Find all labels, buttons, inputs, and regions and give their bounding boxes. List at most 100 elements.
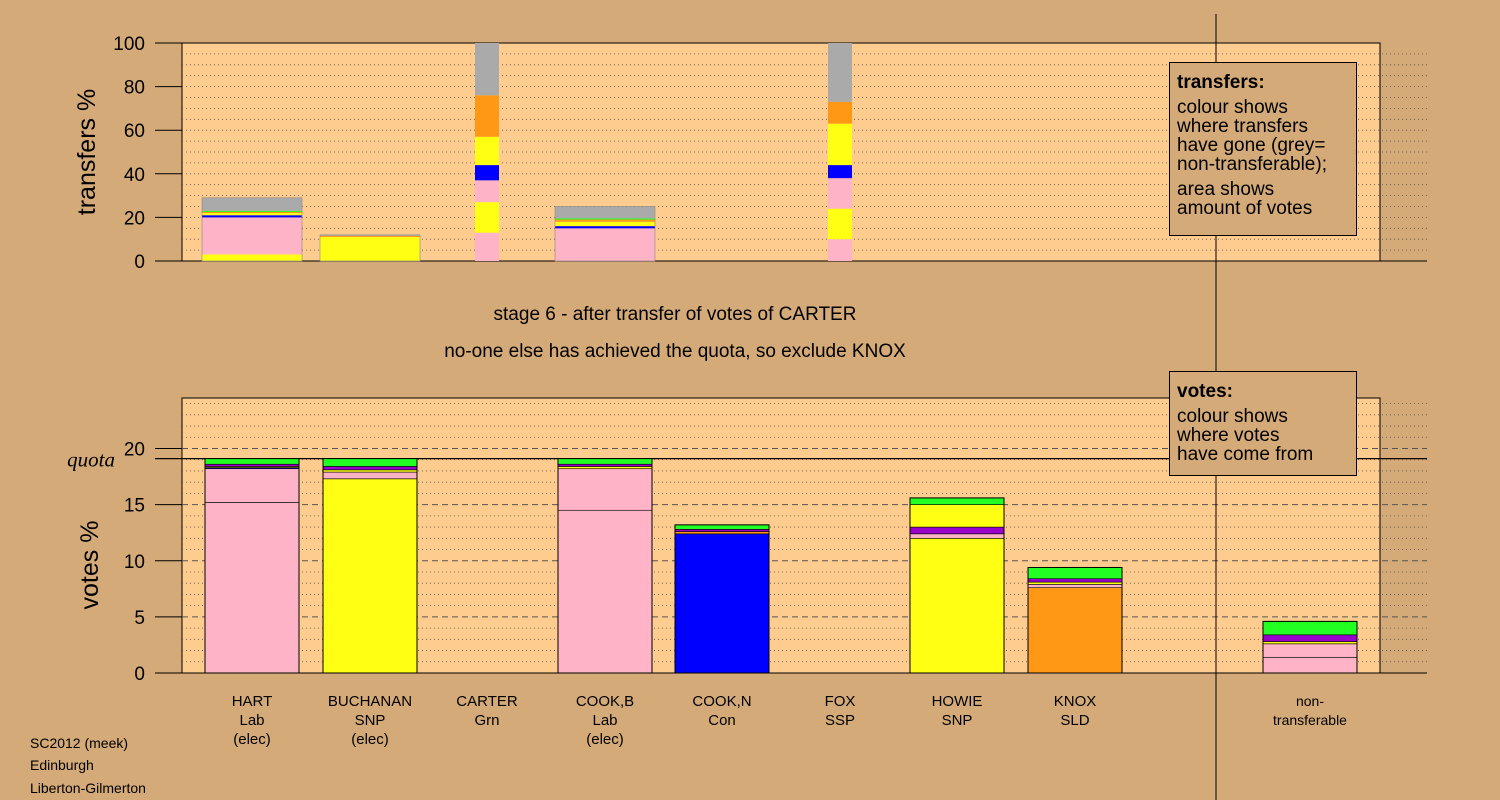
votes-axis-title: votes % xyxy=(76,521,104,610)
transfers-bar-segment xyxy=(320,235,420,238)
votes-tick-label: 10 xyxy=(124,552,145,573)
votes-bar-segment xyxy=(322,458,418,467)
candidate-label-nontransferable: non- transferable xyxy=(1250,692,1370,730)
transfers-bar-outline xyxy=(554,206,656,262)
transfers-bar-segment xyxy=(475,232,499,261)
votes-bar-segment xyxy=(1262,641,1358,645)
candidate-label-cook-n: COOK,N Con xyxy=(662,692,782,730)
votes-bar-outline xyxy=(674,524,770,674)
votes-legend: votes: colour shows where votes have com… xyxy=(1169,371,1357,476)
candidate-label-buchanan: BUCHANAN SNP (elec) xyxy=(310,692,430,749)
votes-bar-outline xyxy=(322,458,418,674)
transfers-bar-segment xyxy=(320,234,420,236)
transfers-bar-outline xyxy=(319,234,421,262)
quota-label: quota xyxy=(67,448,115,472)
votes-bar-segment xyxy=(557,458,653,465)
candidate-name: HOWIE xyxy=(931,693,983,710)
transfers-tick-label: 60 xyxy=(124,121,145,142)
votes-bar-segment xyxy=(204,468,300,503)
votes-bar-segment xyxy=(1027,584,1123,588)
stage-title: stage 6 - after transfer of votes of CAR… xyxy=(493,304,857,325)
transfers-bar-segment xyxy=(475,165,499,181)
candidate-name: BUCHANAN xyxy=(327,693,413,710)
transfers-bar-segment xyxy=(555,221,655,227)
transfers-legend-line: have gone (grey= xyxy=(1177,135,1326,156)
transfers-bar-segment xyxy=(828,178,852,209)
votes-bar-segment xyxy=(1262,656,1358,674)
votes-bar-segment xyxy=(322,471,418,480)
votes-bar-segment xyxy=(557,509,653,674)
stage-action: no-one else has achieved the quota, so e… xyxy=(444,341,906,362)
candidate-party: Lab xyxy=(239,712,265,729)
votes-bar-outline xyxy=(204,458,300,674)
footer-line-ward: Liberton-Gilmerton xyxy=(30,780,146,796)
transfers-bar-segment xyxy=(202,197,302,211)
votes-tick-label: 5 xyxy=(134,608,145,629)
transfers-bar-segment xyxy=(828,208,852,240)
votes-bar-segment xyxy=(557,468,653,511)
votes-tick-label: 15 xyxy=(124,496,145,517)
transfers-tick-label: 40 xyxy=(124,165,145,186)
votes-tick-label: 0 xyxy=(134,664,145,685)
votes-bar-segment xyxy=(322,469,418,473)
votes-bar-segment xyxy=(909,526,1005,535)
transfers-tick-label: 80 xyxy=(124,78,145,99)
candidate-party: Con xyxy=(708,712,736,729)
candidate-label-carter: CARTER Grn xyxy=(427,692,547,730)
votes-bar-segment xyxy=(674,529,770,532)
transfers-bar-segment xyxy=(555,226,655,229)
transfers-legend-line: amount of votes xyxy=(1177,198,1313,219)
candidate-label-hart: HART Lab (elec) xyxy=(192,692,312,749)
votes-bar-segment xyxy=(1262,621,1358,636)
votes-bar-outline xyxy=(1262,620,1358,674)
transfers-legend-line: colour shows xyxy=(1177,97,1288,118)
votes-tick-label: 20 xyxy=(124,440,145,461)
votes-legend-title: votes: xyxy=(1177,381,1233,402)
candidate-status: (elec) xyxy=(586,731,624,748)
votes-bar-segment xyxy=(322,466,418,471)
candidate-status: (elec) xyxy=(233,731,271,748)
votes-bar-segment xyxy=(1027,587,1123,674)
transfers-bar-segment xyxy=(475,136,499,166)
transfers-bar-segment xyxy=(475,180,499,203)
transfers-bar-segment xyxy=(555,219,655,222)
candidate-name: non- xyxy=(1295,693,1325,709)
transfers-bar-segment xyxy=(202,254,302,261)
transfers-bar-segment xyxy=(475,202,499,233)
footer-line-council: Edinburgh xyxy=(30,757,94,773)
footer-line-election: SC2012 (meek) xyxy=(30,735,129,751)
transfers-bar-segment xyxy=(555,206,655,219)
transfers-bar-segment xyxy=(202,215,302,218)
candidate-name: COOK,B xyxy=(575,693,635,710)
transfers-bar-segment xyxy=(202,210,302,212)
votes-bar-segment xyxy=(204,463,300,467)
votes-bar-segment xyxy=(1262,643,1358,658)
votes-bar-segment xyxy=(322,478,418,674)
votes-bar-segment xyxy=(674,524,770,530)
transfers-bar-segment xyxy=(475,43,499,96)
candidate-label-knox: KNOX SLD xyxy=(1015,692,1135,730)
candidate-party: SSP xyxy=(824,712,855,729)
transfers-bar-segment xyxy=(555,228,655,261)
candidate-name: HART xyxy=(231,693,273,710)
transfers-axis-title: transfers % xyxy=(73,89,101,215)
votes-bar-segment xyxy=(1027,578,1123,583)
votes-legend-line: colour shows xyxy=(1177,406,1288,427)
candidate-label-cook-b: COOK,B Lab (elec) xyxy=(545,692,665,749)
votes-bar-segment xyxy=(557,463,653,467)
candidate-status: (elec) xyxy=(351,731,389,748)
candidate-label-howie: HOWIE SNP xyxy=(897,692,1017,730)
votes-bar-segment xyxy=(204,502,300,674)
votes-bar-segment xyxy=(674,533,770,674)
transfers-bar-segment xyxy=(475,95,499,137)
transfers-legend-title: transfers: xyxy=(1177,72,1265,93)
votes-bar-outline xyxy=(909,497,1005,674)
candidate-party: SNP xyxy=(941,712,973,729)
candidate-label-fox: FOX SSP xyxy=(780,692,900,730)
transfers-tick-label: 0 xyxy=(134,252,145,273)
votes-bar-segment xyxy=(1027,567,1123,580)
votes-bar-outline xyxy=(557,458,653,674)
transfers-bar-segment xyxy=(202,211,302,214)
candidate-party: SLD xyxy=(1060,712,1090,729)
transfers-bar-segment xyxy=(202,213,302,216)
